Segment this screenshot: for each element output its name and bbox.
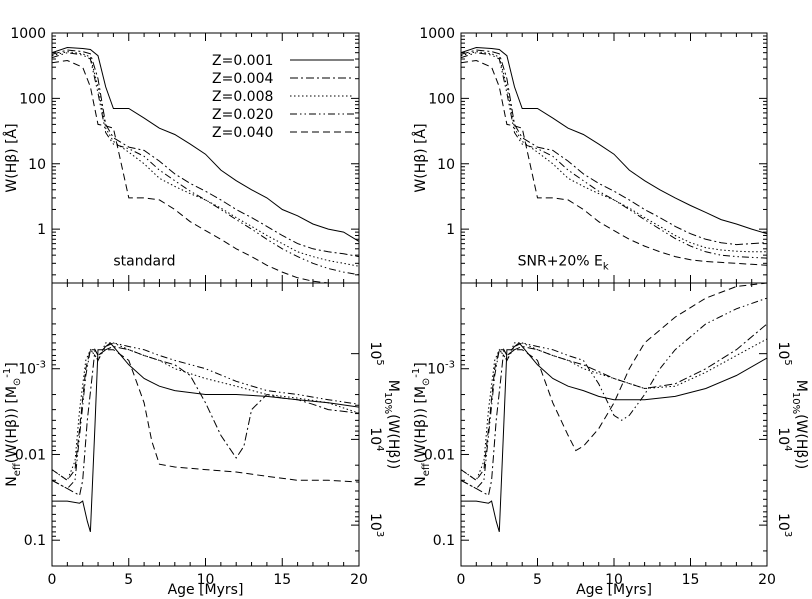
- panel-top-left: 1101001000standardZ=0.001Z=0.004Z=0.008Z…: [3, 26, 360, 284]
- panel-bottom-left: 0 5 10 15 20 10-3 0.01 0.1 105 104 103: [15, 282, 385, 588]
- series-line-z0004: [461, 323, 767, 497]
- y-tick-label: 1000: [10, 26, 46, 42]
- panel-bottom-right: 0 5 10 15 20 10-3 0.01 0.1 105 104 103: [424, 282, 793, 588]
- series-line-z0040: [52, 349, 359, 483]
- series-group: [461, 46, 767, 266]
- series-line-z0020: [461, 297, 767, 490]
- y2-tick-label: 105: [775, 342, 793, 366]
- x-tick-label: 20: [350, 572, 368, 588]
- y-tick-label: 100: [19, 91, 46, 107]
- series-line-z0001: [461, 46, 767, 235]
- x-tick-label: 10: [605, 572, 623, 588]
- series-line-z0020: [52, 52, 359, 276]
- y-axis-label: Neff(W(Hβ)) [M⊙-1]: [411, 362, 432, 487]
- y-tick-label: 1: [446, 222, 455, 238]
- y-tick-label: 10: [28, 157, 46, 173]
- x-tick-label: 15: [682, 572, 700, 588]
- y-axis-label: W(Hβ) [Å]: [3, 123, 20, 192]
- y2-tick-label: 103: [775, 513, 793, 537]
- x-tick-label: 5: [533, 572, 542, 588]
- series-line-z0020: [52, 342, 359, 490]
- x-tick-label: 0: [48, 572, 57, 588]
- series-line-z0008: [52, 342, 359, 482]
- y-tick-label: 1000: [419, 26, 455, 42]
- panel-annotation: standard: [113, 253, 175, 269]
- series-group: [52, 342, 359, 533]
- y-tick-label: 1: [37, 222, 46, 238]
- y2-tick-label: 105: [367, 342, 385, 366]
- y-tick-label: 0.1: [433, 533, 455, 549]
- legend-label: Z=0.001: [212, 53, 273, 69]
- y-tick-label: 0.01: [424, 447, 455, 463]
- x-tick-label: 5: [124, 572, 133, 588]
- y-tick-label: 0.1: [24, 533, 46, 549]
- y-tick-label: 10-3: [18, 360, 46, 378]
- series-line-z0040: [52, 59, 333, 283]
- series-line-z0001: [52, 342, 359, 533]
- legend: Z=0.001 Z=0.004 Z=0.008 Z=0.020 Z=0.040: [212, 53, 354, 141]
- plot-frame: [460, 32, 768, 284]
- y-tick-label: 10-3: [427, 360, 455, 378]
- x-tick-label: 20: [758, 572, 776, 588]
- y-axis-label: W(Hβ) [Å]: [412, 123, 429, 192]
- legend-label: Z=0.004: [212, 71, 273, 87]
- y2-axis-label: M10%(W(Hβ)): [382, 380, 401, 469]
- series-line-z0020: [461, 52, 767, 259]
- y2-tick-label: 103: [367, 513, 385, 537]
- series-line-z0008: [461, 51, 767, 253]
- plot-frame: [51, 32, 360, 284]
- y-tick-label: 100: [428, 91, 455, 107]
- y-tick-label: 0.01: [15, 447, 46, 463]
- series-line-z0001: [461, 342, 767, 533]
- series-line-z0004: [52, 345, 359, 497]
- series-group: [52, 46, 359, 283]
- y2-axis-label: M10%(W(Hβ)): [790, 380, 809, 469]
- series-line-z0004: [461, 49, 767, 246]
- series-line-z0008: [52, 51, 359, 267]
- series-line-z0040: [461, 283, 767, 481]
- series-group: [461, 283, 767, 533]
- y-tick-label: 10: [437, 157, 455, 173]
- y-axis-label: Neff(W(Hβ)) [M⊙-1]: [2, 362, 23, 487]
- series-line-z0004: [52, 49, 359, 258]
- panel-top-right: 1 10 100 1000 SNR+20% Ek W(Hβ) [Å]: [412, 26, 768, 284]
- series-line-z0040: [461, 59, 767, 266]
- legend-label: Z=0.008: [212, 89, 273, 105]
- series-line-z0008: [461, 338, 767, 482]
- plot-frame: [51, 282, 360, 567]
- x-tick-label: 0: [457, 572, 466, 588]
- x-tick-label: 10: [197, 572, 215, 588]
- plot-frame: [460, 282, 768, 567]
- series-line-z0001: [52, 46, 359, 242]
- legend-label: Z=0.020: [212, 107, 273, 123]
- x-tick-label: 15: [273, 572, 291, 588]
- panel-annotation: SNR+20% Ek: [518, 253, 609, 272]
- x-axis-label: Age [Myrs]: [168, 582, 244, 598]
- legend-label: Z=0.040: [212, 125, 273, 141]
- x-axis-label: Age [Myrs]: [576, 582, 652, 598]
- y2-tick-label: 104: [775, 427, 793, 451]
- y2-tick-label: 104: [367, 427, 385, 451]
